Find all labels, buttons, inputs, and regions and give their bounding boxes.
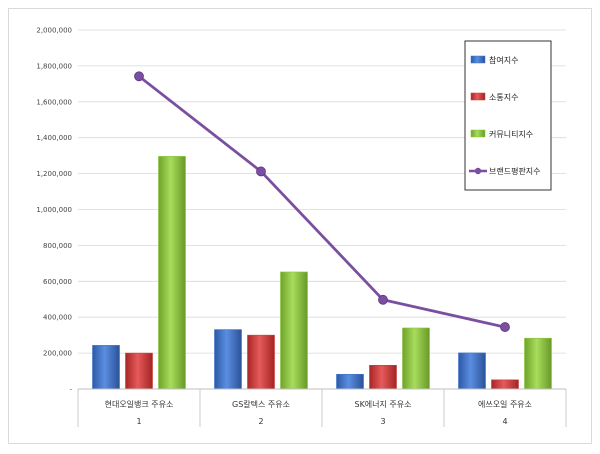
bar-커뮤니티지수-1 <box>158 156 186 390</box>
bar-참여지수-3 <box>336 373 364 390</box>
line-point-1 <box>134 71 144 82</box>
bar-소통지수-4 <box>491 379 519 390</box>
y-tick-label: 1,800,000 <box>36 62 72 70</box>
x-category-label: SK에너지 주유소 <box>354 399 411 409</box>
legend-swatch <box>470 129 486 138</box>
legend-box <box>464 40 552 191</box>
legend-label: 참여지수 <box>489 55 518 65</box>
bar-참여지수-4 <box>458 352 486 390</box>
y-tick-label: 400,000 <box>43 314 72 322</box>
bar-참여지수-1 <box>92 345 120 390</box>
line-point-3 <box>378 294 388 305</box>
y-tick-label: - <box>69 386 72 394</box>
y-tick-label: 1,200,000 <box>36 170 72 178</box>
bar-소통지수-3 <box>369 365 397 390</box>
bar-소통지수-2 <box>247 334 275 390</box>
bar-소통지수-1 <box>125 352 153 390</box>
bar-커뮤니티지수-2 <box>280 271 308 390</box>
legend-label: 커뮤니티지수 <box>489 129 533 139</box>
x-category-label: 현대오일뱅크 주유소 <box>105 399 174 409</box>
line-point-2 <box>256 166 266 177</box>
bar-커뮤니티지수-4 <box>524 337 552 390</box>
x-category-number: 1 <box>136 417 141 426</box>
x-category-label: GS칼텍스 주유소 <box>232 399 290 409</box>
bar-커뮤니티지수-3 <box>402 327 430 390</box>
bar-참여지수-2 <box>214 329 242 390</box>
x-category-number: 4 <box>502 417 507 426</box>
line-series <box>134 71 510 332</box>
legend-label: 소통지수 <box>489 93 518 102</box>
line-브랜드평판지수 <box>138 75 506 329</box>
legend-swatch <box>470 55 486 64</box>
x-axis: 현대오일뱅크 주유소 1 GS칼텍스 주유소 2 SK에너지 주유소 3 에쓰오일 주유소 4 <box>77 388 567 427</box>
y-tick-label: 800,000 <box>43 242 72 250</box>
y-tick-label: 1,000,000 <box>36 206 72 214</box>
line-point-4 <box>500 322 510 332</box>
legend-swatch-marker <box>474 167 482 175</box>
legend-label: 브랜드평판지수 <box>489 166 541 176</box>
y-tick-label: 1,600,000 <box>36 98 72 106</box>
y-tick-label: 600,000 <box>43 278 72 286</box>
x-category-number: 2 <box>258 417 263 426</box>
x-category-number: 3 <box>380 417 385 426</box>
y-tick-label: 1,400,000 <box>36 134 72 142</box>
legend-swatch <box>470 92 486 101</box>
y-tick-label: 200,000 <box>43 350 72 358</box>
y-tick-label: 2,000,000 <box>36 27 72 35</box>
y-axis-ticks: - 200,000 400,000 600,000 800,000 1,000,000 1,… <box>36 27 72 394</box>
x-category-label: 에쓰오일 주유소 <box>478 400 532 409</box>
bars <box>92 156 552 390</box>
